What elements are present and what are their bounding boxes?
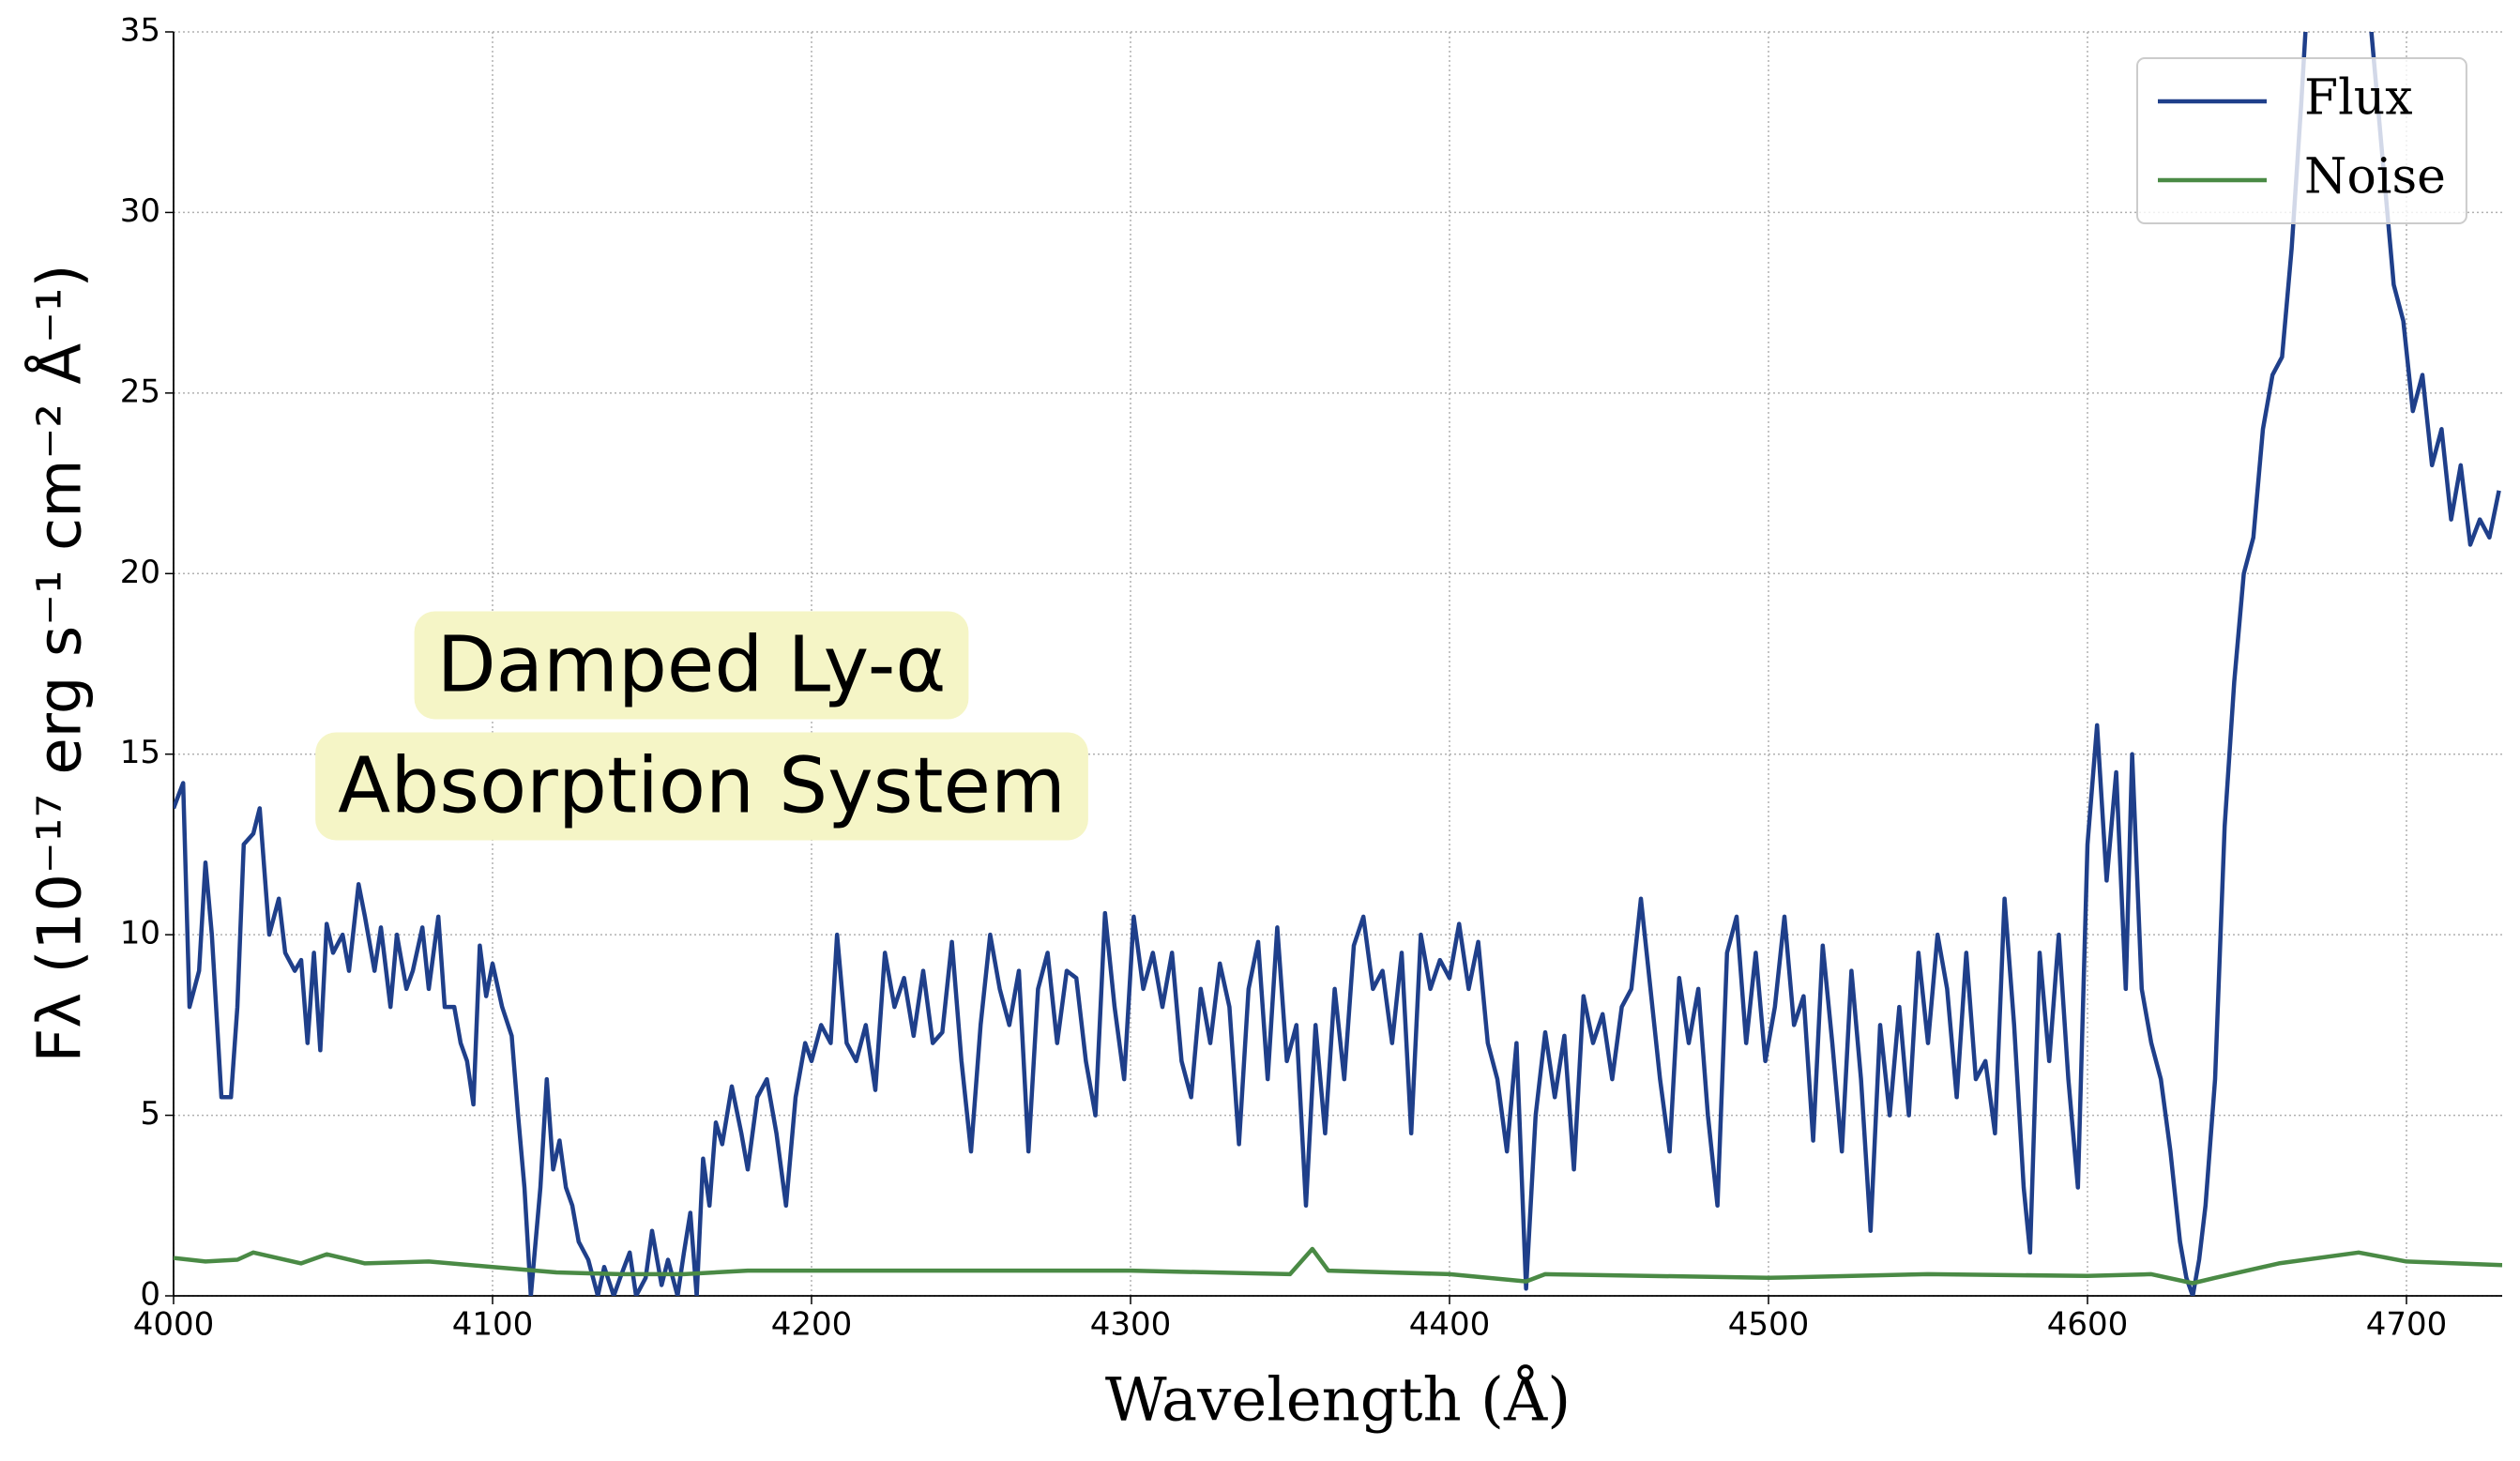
annotation-text: Absorption System <box>338 741 1066 830</box>
y-tick-label: 15 <box>120 734 160 771</box>
x-axis-label: Wavelength (Å) <box>1105 1365 1571 1436</box>
x-tick-label: 4000 <box>133 1306 215 1344</box>
annotation-text: Damped Ly-α <box>437 620 947 709</box>
y-tick-label: 20 <box>120 554 160 591</box>
x-tick-label: 4300 <box>1090 1306 1172 1344</box>
y-tick-label: 5 <box>140 1095 160 1133</box>
x-tick-label: 4100 <box>452 1306 534 1344</box>
y-tick-label: 30 <box>120 192 160 230</box>
x-tick-label: 4200 <box>771 1306 853 1344</box>
legend: Flux Noise <box>2136 57 2467 224</box>
legend-label: Flux <box>2304 70 2413 127</box>
y-tick-label: 35 <box>120 12 160 50</box>
y-axis-label: Fλ (10⁻¹⁷ erg s⁻¹ cm⁻² Å⁻¹) <box>24 264 96 1062</box>
annotation-box <box>414 611 969 720</box>
x-tick-label: 4600 <box>2047 1306 2129 1344</box>
y-tick-label: 10 <box>120 915 160 952</box>
series-line <box>174 1246 2502 1286</box>
annotation: Absorption System <box>315 732 1088 841</box>
x-tick-label: 4500 <box>1728 1306 1810 1344</box>
x-tick-label: 4400 <box>1409 1306 1491 1344</box>
annotation-box <box>315 732 1088 841</box>
series-line <box>174 32 2501 1296</box>
annotation: Damped Ly-α <box>414 611 969 720</box>
y-tick-label: 0 <box>140 1276 160 1314</box>
x-tick-label: 4700 <box>2366 1306 2448 1344</box>
legend-label: Noise <box>2304 149 2446 205</box>
y-tick-label: 25 <box>120 373 160 410</box>
